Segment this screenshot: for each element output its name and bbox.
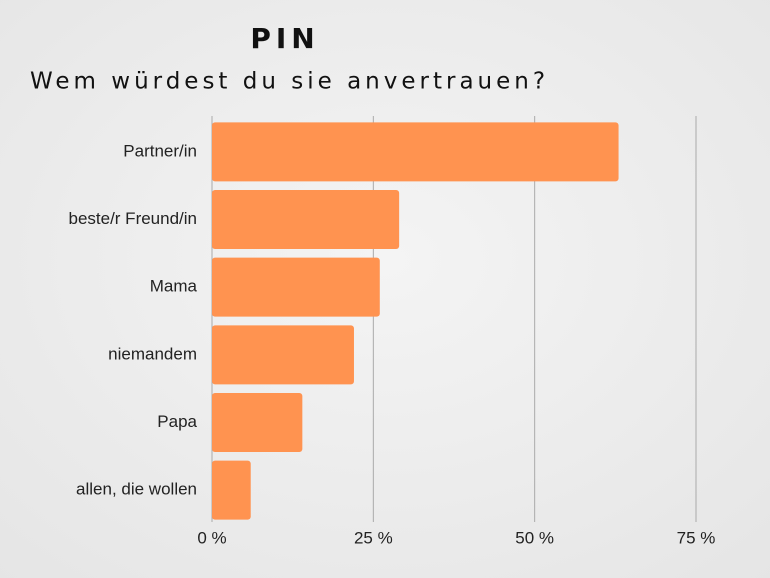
y-tick-label: Mama [150, 277, 198, 296]
y-tick-label: Partner/in [123, 141, 197, 160]
y-tick-label: beste/r Freund/in [68, 209, 197, 228]
y-tick-label: allen, die wollen [76, 480, 197, 499]
x-tick-label: 75 % [677, 528, 716, 547]
bar [212, 393, 303, 452]
x-tick-label: 0 % [197, 528, 226, 547]
bar [212, 460, 251, 520]
bar [212, 122, 619, 182]
y-tick-label: Papa [157, 412, 197, 431]
x-tick-label: 25 % [354, 528, 393, 547]
y-tick-label: niemandem [108, 344, 197, 363]
chart-subtitle: Wem würdest du sie anvertrauen? [30, 69, 549, 95]
x-tick-label: 50 % [515, 528, 554, 547]
bar [212, 257, 380, 317]
chart-title: PIN [250, 22, 319, 55]
bar [212, 190, 400, 249]
bar [212, 325, 354, 385]
